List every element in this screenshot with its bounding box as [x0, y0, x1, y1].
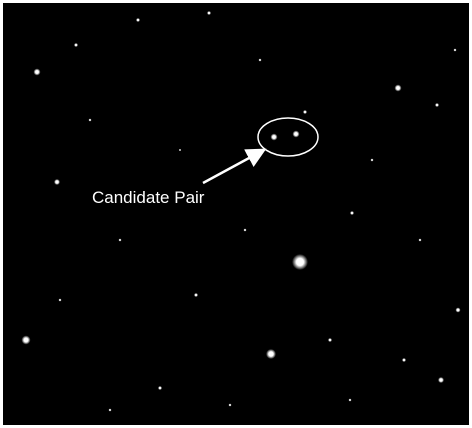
star — [266, 349, 276, 359]
star — [54, 179, 60, 185]
star — [435, 103, 439, 107]
star — [158, 386, 162, 390]
star — [89, 119, 92, 122]
star — [229, 404, 232, 407]
star — [244, 229, 247, 232]
star — [328, 338, 332, 342]
star — [34, 69, 41, 76]
star — [438, 377, 444, 383]
star — [292, 254, 308, 270]
star — [454, 49, 457, 52]
star — [402, 358, 406, 362]
page: Candidate Pair (() => { const data = JSO… — [0, 0, 472, 428]
star — [303, 110, 307, 114]
sky-background — [3, 3, 469, 425]
star — [259, 59, 262, 62]
star — [293, 131, 300, 138]
star — [179, 149, 181, 151]
star — [194, 293, 198, 297]
star — [371, 159, 374, 162]
star — [207, 11, 211, 15]
star — [109, 409, 112, 412]
star — [456, 308, 461, 313]
star — [395, 85, 402, 92]
star — [350, 211, 354, 215]
star — [419, 239, 422, 242]
star — [136, 18, 140, 22]
annotation-label: Candidate Pair — [92, 188, 205, 207]
star — [74, 43, 78, 47]
star — [271, 134, 278, 141]
star — [59, 299, 62, 302]
star — [349, 399, 352, 402]
star — [22, 336, 31, 345]
star-field-image: Candidate Pair — [0, 0, 472, 428]
star — [119, 239, 122, 242]
